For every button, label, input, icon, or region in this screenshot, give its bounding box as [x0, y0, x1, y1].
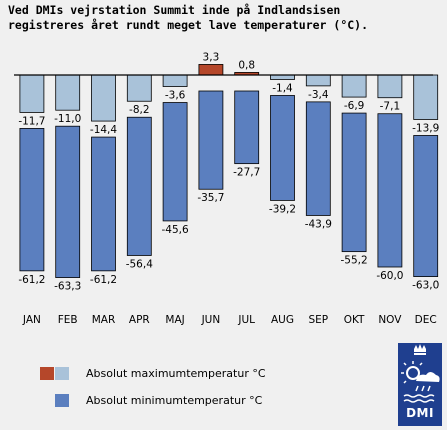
tick-label-maj: MAJ [165, 314, 184, 326]
label-min-nov: -60,0 [376, 270, 403, 282]
legend-swatch-max-negative [55, 367, 69, 380]
label-max-nov: -7,1 [380, 101, 401, 113]
bar-min-maj [162, 102, 188, 222]
crown-sun-icon [401, 344, 440, 403]
bar-chart: -11,7 -61,2 JAN -11,0 -63,3 FEB -14,4 -61,2 MAR -… [14, 51, 439, 326]
bar-min-jan [19, 128, 45, 272]
label-min-feb: -63,3 [54, 281, 81, 293]
bar-min-aug [270, 95, 295, 201]
tick-label-nov: NOV [378, 314, 402, 326]
legend-swatch-max-positive [40, 367, 54, 380]
bar-min-jul [234, 90, 260, 165]
label-min-okt: -55,2 [341, 255, 368, 267]
chart-title-line-1: Ved DMIs vejrstation Summit inde på Indl… [8, 3, 341, 17]
label-max-jun: 3,3 [203, 51, 220, 63]
bar-max-sep [305, 74, 331, 87]
bar-min-okt [341, 112, 367, 253]
label-min-maj: -45,6 [162, 224, 189, 236]
label-max-dec: -13,9 [412, 122, 439, 134]
bar-min-apr [126, 116, 152, 256]
bar-max-nov [377, 74, 403, 99]
tick-label-feb: FEB [58, 314, 78, 326]
label-max-jul: 0,8 [238, 59, 255, 71]
legend-label-min: Absolut minimumtemperatur °C [86, 394, 263, 407]
bar-min-dec [413, 135, 439, 277]
dmi-logo-text: DMI [406, 406, 434, 420]
tick-label-jun: JUN [201, 314, 221, 326]
label-min-dec: -63,0 [412, 280, 439, 292]
label-min-apr: -56,4 [126, 258, 153, 270]
bar-min-sep [305, 101, 331, 216]
bar-max-feb [55, 74, 81, 111]
tick-label-jan: JAN [22, 314, 41, 326]
bar-min-feb [55, 125, 81, 278]
tick-label-jul: JUL [237, 314, 255, 326]
label-min-jan: -61,2 [18, 274, 45, 286]
chart-title-line-2: registreres året rundt meget lave temper… [8, 18, 369, 32]
legend-swatch-min [55, 394, 69, 407]
bar-max-mar [91, 74, 116, 122]
label-max-maj: -3,6 [165, 90, 186, 102]
bar-max-okt [341, 74, 367, 98]
label-max-mar: -14,4 [90, 124, 117, 136]
label-max-feb: -11,0 [54, 113, 81, 125]
tick-label-aug: AUG [271, 314, 294, 326]
label-max-apr: -8,2 [129, 104, 150, 116]
tick-label-dec: DEC [415, 314, 437, 326]
tick-label-sep: SEP [308, 314, 328, 326]
bar-max-jun [198, 64, 224, 76]
label-max-jan: -11,7 [18, 115, 45, 127]
legend-label-max: Absolut maximumtemperatur °C [86, 367, 266, 380]
bar-max-dec [413, 74, 439, 120]
label-min-jun: -35,7 [197, 192, 224, 204]
chart-title: Ved DMIs vejrstation Summit inde på Indl… [8, 3, 438, 33]
tick-label-okt: OKT [344, 314, 365, 326]
tick-label-mar: MAR [92, 314, 116, 326]
bar-min-mar [91, 136, 116, 272]
label-min-aug: -39,2 [269, 203, 296, 215]
label-min-mar: -61,2 [90, 274, 117, 286]
label-min-jul: -27,7 [233, 167, 260, 179]
bar-min-jun [198, 90, 224, 190]
bar-max-aug [270, 74, 295, 80]
label-max-aug: -1,4 [272, 82, 293, 94]
bar-max-jan [19, 74, 45, 113]
label-max-okt: -6,9 [344, 100, 365, 112]
tick-label-apr: APR [129, 314, 150, 326]
bar-max-apr [126, 74, 152, 102]
label-min-sep: -43,9 [305, 218, 332, 230]
bar-min-nov [377, 113, 403, 268]
bar-max-maj [162, 74, 188, 87]
dmi-logo: DMI [398, 343, 442, 426]
label-max-sep: -3,4 [308, 89, 329, 101]
